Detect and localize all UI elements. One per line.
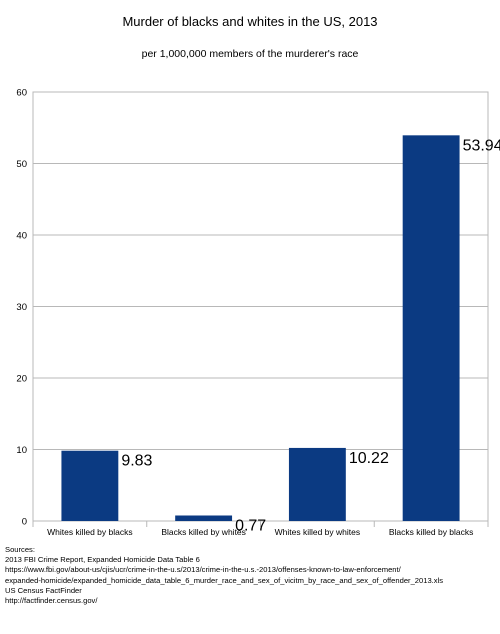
bar-chart: 0 10 20 30 40 50 60 9.83 Whites killed by blacks… xyxy=(16,88,500,538)
source-line: US Census FactFinder xyxy=(5,585,82,595)
data-label: 0.77 xyxy=(235,517,266,534)
bar xyxy=(61,450,119,521)
source-link[interactable]: expanded-homicide/expanded_homicide_data… xyxy=(5,575,444,585)
y-tick-label: 50 xyxy=(16,159,27,170)
x-tick-label: Whites killed by blacks xyxy=(47,527,133,537)
sources-block: Sources: 2013 FBI Crime Report, Expanded… xyxy=(5,545,497,606)
bar xyxy=(175,515,233,521)
y-tick-label: 60 xyxy=(16,88,27,99)
data-label: 10.22 xyxy=(349,450,389,467)
x-tick-label: Whites killed by whites xyxy=(275,527,361,537)
y-tick-label: 40 xyxy=(16,231,27,242)
bar xyxy=(288,447,346,521)
data-label: 53.94 xyxy=(463,137,500,154)
x-tick-label: Blacks killed by whites xyxy=(161,527,246,537)
bar xyxy=(402,135,460,522)
y-tick-label: 20 xyxy=(16,374,27,385)
source-link[interactable]: http://factfinder.census.gov/ xyxy=(5,596,98,606)
source-link[interactable]: https://www.fbi.gov/about-us/cjis/ucr/cr… xyxy=(5,565,401,575)
source-line: 2013 FBI Crime Report, Expanded Homicide… xyxy=(5,555,200,565)
chart-title: Murder of blacks and whites in the US, 2… xyxy=(122,14,378,29)
y-tick-label: 10 xyxy=(16,445,27,456)
x-tick-label: Blacks killed by blacks xyxy=(389,527,474,537)
data-label: 9.83 xyxy=(121,453,152,470)
y-tick-label: 0 xyxy=(22,517,27,528)
y-tick-label: 30 xyxy=(16,302,27,313)
sources-heading: Sources: xyxy=(5,545,35,554)
chart-subtitle: per 1,000,000 members of the murderer's … xyxy=(141,48,359,60)
